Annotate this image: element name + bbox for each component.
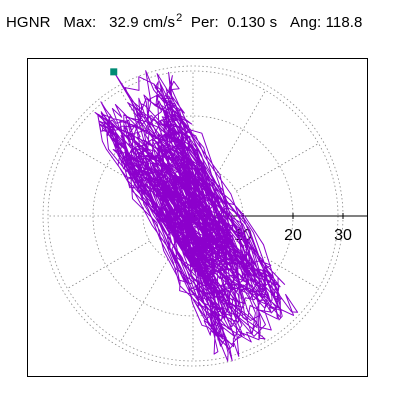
max-value: 32.9 — [109, 14, 139, 31]
ang-label: Ang: — [290, 14, 322, 31]
per-value: 0.130 s — [227, 14, 278, 31]
max-unit: cm/s — [143, 14, 176, 31]
radial-tick-label: 20 — [284, 227, 302, 244]
grid-spoke — [120, 259, 169, 342]
plot-frame — [27, 58, 368, 377]
per-label: Per: — [190, 14, 219, 31]
motion-trace — [94, 70, 299, 362]
peak-marker — [110, 68, 118, 76]
grid-spoke — [67, 240, 150, 289]
radial-tick-label: 30 — [334, 227, 352, 244]
grid-spoke — [236, 143, 319, 192]
ang-value: 118.8 — [325, 14, 363, 31]
max-unit-exponent: 2 — [176, 12, 183, 24]
station-code: HGNR — [6, 14, 51, 31]
max-label: Max: — [63, 14, 97, 31]
grid-spoke — [217, 90, 266, 173]
chart-header: HGNR Max: 32.9 cm/s2 Per: 0.130 s Ang: 1… — [6, 12, 398, 38]
